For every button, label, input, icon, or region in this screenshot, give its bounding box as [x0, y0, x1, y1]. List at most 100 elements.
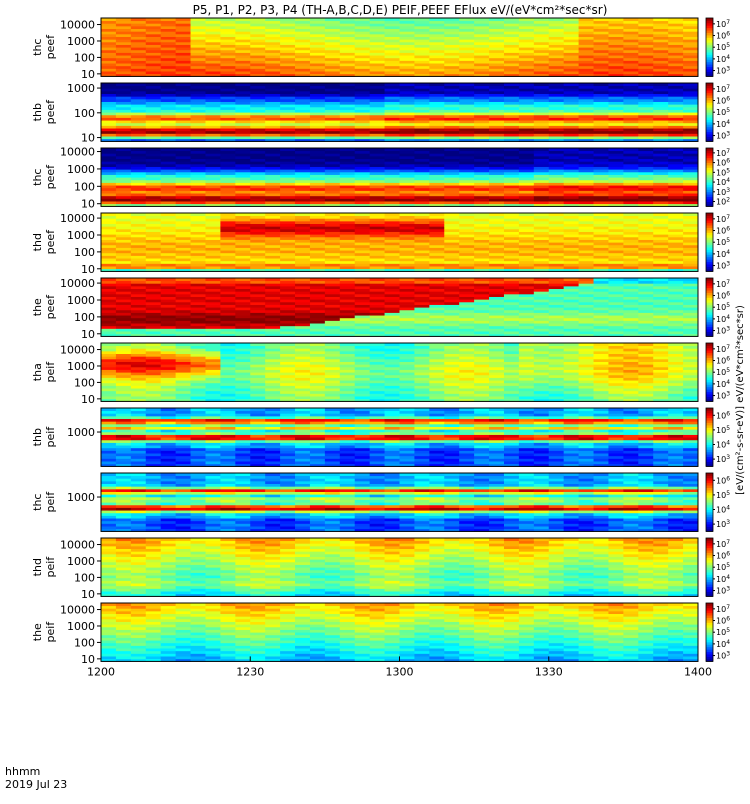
heatmap-cell [579, 310, 594, 313]
heatmap-cell [235, 380, 250, 383]
heatmap-cell [683, 68, 698, 71]
heatmap-cell [683, 58, 698, 61]
heatmap-cell [459, 307, 474, 310]
heatmap-cell [519, 299, 534, 302]
heatmap-cell [489, 47, 504, 50]
heatmap-cell [638, 328, 653, 331]
heatmap-cell [191, 229, 206, 232]
heatmap-cell [444, 39, 459, 42]
heatmap-cell [370, 299, 385, 302]
heatmap-cell [101, 96, 116, 99]
heatmap-cell [683, 115, 698, 118]
heatmap-cell [250, 378, 265, 381]
heatmap-cell [146, 315, 161, 318]
heatmap-cell [146, 185, 161, 188]
heatmap-cell [146, 50, 161, 53]
heatmap-cell [429, 112, 444, 115]
heatmap-cell [191, 175, 206, 178]
heatmap-cell [623, 29, 638, 32]
heatmap-cell [235, 99, 250, 102]
heatmap-cell [594, 136, 609, 139]
heatmap-cell [459, 326, 474, 329]
heatmap-cell [101, 281, 116, 284]
heatmap-cell [250, 318, 265, 321]
heatmap-cell [474, 299, 489, 302]
heatmap-cell [444, 91, 459, 94]
heatmap-cell [116, 39, 131, 42]
heatmap-cell [400, 263, 415, 266]
heatmap-cell [653, 88, 668, 91]
heatmap-cell [205, 183, 220, 186]
heatmap-cell [668, 136, 683, 139]
heatmap-cell [623, 242, 638, 245]
heatmap-cell [683, 128, 698, 131]
heatmap-cell [250, 237, 265, 240]
heatmap-cell [340, 229, 355, 232]
heatmap-cell [176, 245, 191, 248]
heatmap-cell [116, 60, 131, 63]
heatmap-cell [131, 86, 146, 89]
heatmap-cell [280, 180, 295, 183]
heatmap-cell [444, 224, 459, 227]
heatmap-cell [414, 185, 429, 188]
heatmap-cell [101, 133, 116, 136]
heatmap-cell [310, 305, 325, 308]
heatmap-cell [385, 261, 400, 264]
heatmap-cell [549, 26, 564, 29]
heatmap-cell [519, 177, 534, 180]
heatmap-cell [653, 253, 668, 256]
heatmap-cell [205, 31, 220, 34]
heatmap-cell [146, 58, 161, 61]
heatmap-cell [504, 177, 519, 180]
heatmap-cell [400, 60, 415, 63]
heatmap-cell [534, 253, 549, 256]
heatmap-cell [594, 232, 609, 235]
heatmap-cell [265, 60, 280, 63]
heatmap-cell [579, 188, 594, 191]
heatmap-cell [280, 221, 295, 224]
heatmap-cell [325, 86, 340, 89]
heatmap-cell [459, 289, 474, 292]
heatmap-cell [161, 307, 176, 310]
heatmap-cell [534, 261, 549, 264]
heatmap-cell [370, 60, 385, 63]
heatmap-cell [638, 310, 653, 313]
heatmap-cell [176, 190, 191, 193]
heatmap-cell [116, 351, 131, 354]
heatmap-cell [653, 71, 668, 74]
heatmap-cell [444, 237, 459, 240]
heatmap-cell [564, 299, 579, 302]
heatmap-cell [116, 393, 131, 396]
heatmap-cell [385, 196, 400, 199]
colorbar-tick-label: 103 [716, 326, 730, 336]
heatmap-cell [265, 237, 280, 240]
heatmap-cell [176, 91, 191, 94]
heatmap-cell [429, 240, 444, 243]
heatmap-cell [579, 318, 594, 321]
heatmap-cell [504, 39, 519, 42]
heatmap-cell [235, 305, 250, 308]
heatmap-cell [250, 88, 265, 91]
heatmap-cell [370, 50, 385, 53]
heatmap-cell [579, 34, 594, 37]
heatmap-cell [653, 240, 668, 243]
heatmap-cell [638, 302, 653, 305]
heatmap-cell [205, 307, 220, 310]
heatmap-cell [295, 164, 310, 167]
heatmap-cell [489, 177, 504, 180]
heatmap-cell [489, 110, 504, 113]
heatmap-cell [414, 263, 429, 266]
heatmap-cell [579, 177, 594, 180]
heatmap-cell [280, 240, 295, 243]
heatmap-cell [549, 175, 564, 178]
heatmap-cell [116, 120, 131, 123]
heatmap-cell [116, 156, 131, 159]
heatmap-cell [101, 266, 116, 269]
heatmap-cell [310, 26, 325, 29]
heatmap-cell [549, 232, 564, 235]
heatmap-cell [594, 86, 609, 89]
heatmap-cell [146, 131, 161, 134]
heatmap-cell [101, 50, 116, 53]
heatmap-cell [280, 21, 295, 24]
heatmap-cell [474, 60, 489, 63]
